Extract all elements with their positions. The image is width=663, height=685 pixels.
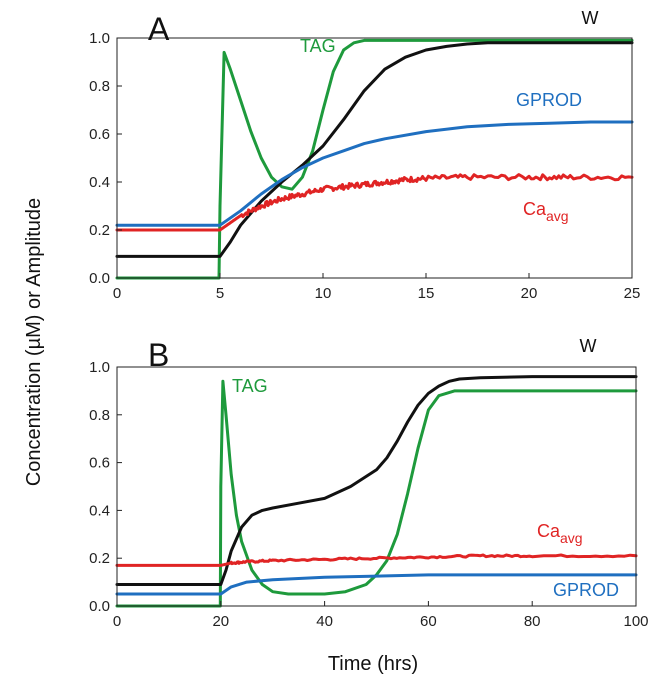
plot-frame xyxy=(116,366,637,607)
y-tick-label: 0.0 xyxy=(89,270,110,287)
x-tick-label: 80 xyxy=(524,613,541,630)
series-line-w xyxy=(115,41,634,258)
y-tick-label: 0.4 xyxy=(89,174,110,191)
y-tick-label: 0.2 xyxy=(89,222,110,239)
y-axis-title: Concentration (µM) or Amplitude xyxy=(23,198,45,486)
series-line-ca-avg xyxy=(115,553,638,567)
x-tick-label: 0 xyxy=(113,613,121,630)
series-label-subscript: avg xyxy=(546,208,569,224)
series-label-ca-avg: Caavg xyxy=(523,199,569,224)
x-tick-label: 5 xyxy=(216,285,224,302)
plot-frame xyxy=(116,37,633,279)
series-line-tag xyxy=(115,38,634,280)
series-label-ca-avg: Caavg xyxy=(537,521,583,546)
panel-label: A xyxy=(148,11,170,47)
x-axis-title: Time (hrs) xyxy=(328,653,418,675)
y-tick-label: 1.0 xyxy=(89,30,110,47)
y-tick-label: 0.2 xyxy=(89,550,110,567)
y-tick-label: 0.8 xyxy=(89,78,110,95)
series-label-tag: TAG xyxy=(300,36,336,56)
series-label-tag: TAG xyxy=(232,376,268,396)
x-tick-label: 40 xyxy=(316,613,333,630)
series-line-gprod xyxy=(115,120,634,227)
y-tick-label: 0.8 xyxy=(89,407,110,424)
x-tick-label: 20 xyxy=(521,285,538,302)
series-label-w: W xyxy=(580,336,597,356)
y-tick-label: 0.4 xyxy=(89,502,110,519)
series-label-gprod: GPROD xyxy=(553,580,619,600)
y-tick-label: 0.6 xyxy=(89,126,110,143)
series-line-gprod xyxy=(115,573,638,596)
panel-b: TAG W Caavg GPROD 0.0 0.2 0.4 0.6 0.8 1.0 0 20 40 60 8… xyxy=(89,336,648,630)
y-tick-label: 0.6 xyxy=(89,455,110,472)
series-line-w xyxy=(115,375,638,586)
x-tick-label: 20 xyxy=(212,613,229,630)
series-label-main: Ca xyxy=(537,521,561,541)
panel-a: TAG W GPROD Caavg 0.0 0.2 0.4 0.6 0.8 1.0 0 5 10 15 20… xyxy=(89,8,640,302)
x-tick-label: 25 xyxy=(624,285,641,302)
x-tick-label: 100 xyxy=(623,613,648,630)
series-line-ca-avg xyxy=(115,173,634,232)
series-line-tag xyxy=(115,379,638,608)
x-tick-label: 0 xyxy=(113,285,121,302)
y-tick-label: 1.0 xyxy=(89,359,110,376)
x-tick-label: 60 xyxy=(420,613,437,630)
x-tick-label: 10 xyxy=(315,285,332,302)
panel-label: B xyxy=(148,337,169,373)
series-label-main: Ca xyxy=(523,199,547,219)
y-tick-label: 0.0 xyxy=(89,598,110,615)
series-label-subscript: avg xyxy=(560,530,583,546)
series-label-w: W xyxy=(582,8,599,28)
x-tick-label: 15 xyxy=(418,285,435,302)
series-label-gprod: GPROD xyxy=(516,90,582,110)
